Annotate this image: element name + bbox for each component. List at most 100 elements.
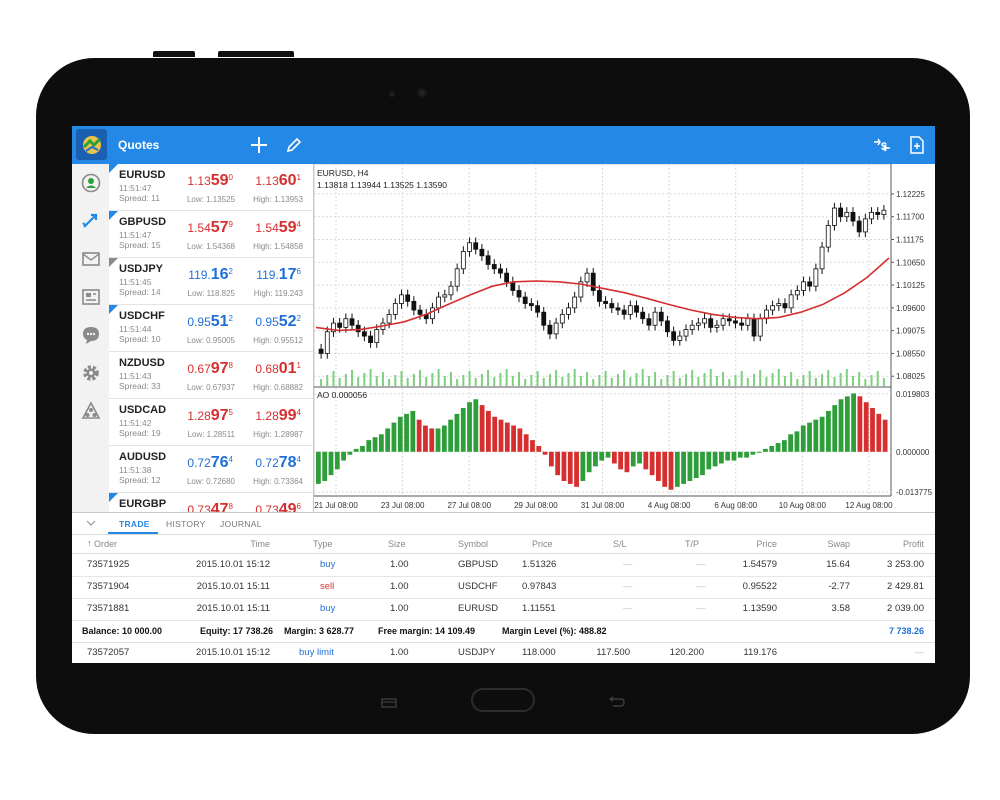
volume-bar bbox=[870, 375, 873, 386]
order-current-price: 1.54579 bbox=[742, 559, 777, 570]
trade-row[interactable]: 73571925 2015.10.01 15:12 buy 1.00 GBPUSD 1.5… bbox=[72, 554, 935, 577]
candle-body bbox=[862, 218, 868, 233]
quote-row[interactable]: USDCAD 11:51:42 Spread: 19 1.28975 1.28994 Lo… bbox=[109, 399, 313, 446]
nav-community[interactable] bbox=[80, 400, 101, 421]
candle-body bbox=[368, 335, 373, 343]
quote-bid[interactable]: 119.162 bbox=[177, 266, 233, 284]
chart-panel[interactable]: 1.12225 1.11700 1.11175 1.10650 1.10125 1.096… bbox=[314, 164, 935, 512]
trade-row[interactable]: 73571904 2015.10.01 15:11 sell 1.00 USDCHF 0.… bbox=[72, 576, 935, 599]
pending-order-row[interactable]: 73572057 2015.10.01 15:12 buy limit 1.00… bbox=[72, 642, 935, 663]
header-price[interactable]: Price bbox=[532, 539, 553, 549]
quote-row[interactable]: EURGBP 0.73478 0.73496 bbox=[109, 493, 313, 512]
bid-prefix: 1.13 bbox=[187, 174, 211, 188]
volume-bar bbox=[505, 369, 508, 386]
ao-bar bbox=[769, 445, 775, 452]
tablet-camera bbox=[417, 88, 427, 98]
metatrader-logo[interactable] bbox=[76, 129, 107, 160]
trade-button[interactable]: $ bbox=[871, 134, 893, 156]
volume-bar bbox=[548, 374, 551, 386]
quote-row[interactable]: USDJPY 11:51:45 Spread: 14 119.162 119.176 Lo… bbox=[109, 258, 313, 305]
quote-ask[interactable]: 0.68011 bbox=[239, 360, 301, 378]
trade-row[interactable]: 73571881 2015.10.01 15:11 buy 1.00 EURUSD 1.1… bbox=[72, 598, 935, 621]
volume-bar bbox=[641, 369, 644, 386]
quote-bid[interactable]: 0.95512 bbox=[177, 313, 233, 331]
pending-order-profit: — bbox=[914, 647, 925, 658]
ao-bar bbox=[316, 451, 321, 484]
quote-ask[interactable]: 0.95522 bbox=[239, 313, 301, 331]
side-nav bbox=[72, 164, 110, 512]
add-symbol-button[interactable] bbox=[248, 134, 270, 156]
quote-row[interactable]: GBPUSD 11:51:47 Spread: 15 1.54579 1.54594 Lo… bbox=[109, 211, 313, 258]
volume-bar bbox=[351, 370, 354, 386]
edit-button[interactable] bbox=[283, 134, 305, 156]
candle-body bbox=[658, 311, 664, 322]
price-chart[interactable]: 1.12225 1.11700 1.11175 1.10650 1.10125 1.096… bbox=[314, 164, 935, 512]
quote-ask[interactable]: 0.73496 bbox=[239, 501, 301, 512]
ao-bar bbox=[725, 451, 731, 461]
chat-icon bbox=[82, 326, 99, 344]
quote-row[interactable]: EURUSD 11:51:47 Spread: 11 1.13590 1.13601 Lo… bbox=[109, 164, 313, 211]
nav-news[interactable] bbox=[80, 286, 101, 307]
ao-bar bbox=[813, 419, 819, 452]
back-button[interactable] bbox=[606, 695, 626, 709]
header-sl[interactable]: S/L bbox=[613, 539, 627, 549]
quote-row[interactable]: AUDUSD 11:51:38 Spread: 12 0.72764 0.72784 Lo… bbox=[109, 446, 313, 493]
pending-order-id: 73572057 bbox=[87, 647, 130, 658]
nav-chat[interactable] bbox=[80, 324, 101, 345]
price-tick-label: 1.08550 bbox=[896, 349, 925, 358]
quote-low: Low: 1.13525 bbox=[186, 195, 235, 204]
nav-quotes[interactable] bbox=[80, 210, 101, 231]
quote-bid[interactable]: 1.54579 bbox=[177, 219, 233, 237]
quote-bid[interactable]: 0.67978 bbox=[177, 360, 233, 378]
candle-body bbox=[794, 290, 800, 296]
candle-body bbox=[535, 305, 540, 313]
header-type[interactable]: Type bbox=[313, 539, 333, 549]
quote-ask[interactable]: 1.28994 bbox=[239, 407, 301, 425]
nav-accounts[interactable] bbox=[80, 172, 101, 193]
quote-bid[interactable]: 0.73478 bbox=[177, 501, 233, 512]
ao-bar bbox=[467, 402, 472, 452]
bid-pips: 76 bbox=[210, 454, 229, 471]
volume-bar bbox=[647, 376, 650, 386]
header-size[interactable]: Size bbox=[388, 539, 406, 549]
quote-ask[interactable]: 1.13601 bbox=[239, 172, 301, 190]
header-order[interactable]: Order bbox=[94, 539, 118, 549]
price-tick-label: 1.11175 bbox=[896, 236, 924, 245]
gear-icon bbox=[82, 364, 99, 381]
ao-bar bbox=[322, 451, 328, 481]
quotes-list: EURUSD 11:51:47 Spread: 11 1.13590 1.13601 Lo… bbox=[109, 164, 314, 512]
quote-row[interactable]: USDCHF 11:51:44 Spread: 10 0.95512 0.95522 Lo… bbox=[109, 305, 313, 352]
volume-bar bbox=[561, 377, 564, 386]
volume-bar bbox=[703, 373, 706, 386]
header-swap[interactable]: Swap bbox=[827, 539, 850, 549]
quote-ask[interactable]: 0.72784 bbox=[239, 454, 301, 472]
header-current-price[interactable]: Price bbox=[756, 539, 777, 549]
header-symbol[interactable]: Symbol bbox=[458, 539, 489, 549]
quote-ask[interactable]: 1.54594 bbox=[239, 219, 301, 237]
tab-history[interactable]: HISTORY bbox=[166, 519, 206, 529]
header-time[interactable]: Time bbox=[250, 539, 270, 549]
quote-time: 11:51:45 bbox=[119, 277, 152, 287]
header-sort-icon[interactable]: ↑ bbox=[87, 538, 92, 548]
quote-bid[interactable]: 1.28975 bbox=[177, 407, 233, 425]
quote-row[interactable]: NZDUSD 11:51:43 Spread: 33 0.67978 0.68011 Lo… bbox=[109, 352, 313, 399]
header-tp[interactable]: T/P bbox=[685, 539, 700, 549]
quote-ask[interactable]: 119.176 bbox=[239, 266, 301, 284]
quote-bid[interactable]: 0.72764 bbox=[177, 454, 233, 472]
tab-journal[interactable]: JOURNAL bbox=[220, 519, 262, 529]
tab-trade[interactable]: TRADE bbox=[119, 519, 150, 529]
chevron-down-icon[interactable] bbox=[86, 520, 96, 527]
ao-bar bbox=[870, 408, 875, 452]
nav-mailbox[interactable] bbox=[80, 248, 101, 269]
nav-settings[interactable] bbox=[80, 362, 101, 383]
new-order-button[interactable] bbox=[906, 134, 928, 156]
header-profit[interactable]: Profit bbox=[902, 539, 924, 549]
ao-bar bbox=[479, 405, 485, 452]
home-button[interactable] bbox=[471, 688, 535, 712]
time-tick-label: 29 Jul 08:00 bbox=[514, 501, 558, 510]
candle-body bbox=[324, 331, 330, 354]
recent-apps-button[interactable] bbox=[379, 696, 399, 708]
quote-bid[interactable]: 1.13590 bbox=[177, 172, 233, 190]
panel-divider bbox=[72, 512, 935, 513]
app-logo-icon bbox=[82, 135, 101, 154]
